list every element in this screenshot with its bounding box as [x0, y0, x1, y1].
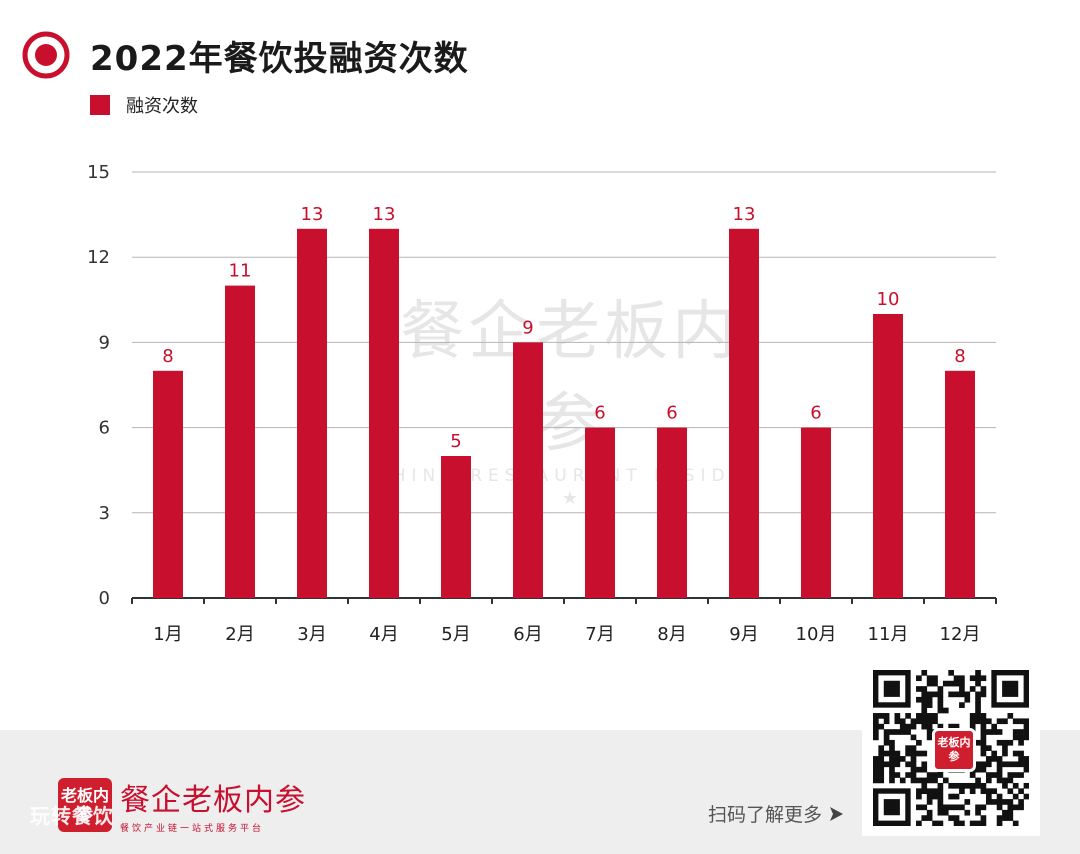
bar [657, 427, 687, 598]
bar [585, 427, 615, 598]
x-tick-label: 2月 [225, 624, 254, 645]
x-tick-label: 5月 [441, 624, 470, 645]
bar-value-label: 5 [450, 431, 461, 452]
brand-logo: 老板内参 [58, 777, 112, 832]
bar [297, 228, 327, 599]
brand-text: 餐企老板内参 餐饮产业链一站式服务平台 [120, 775, 306, 834]
brand: 老板内参 餐企老板内参 餐饮产业链一站式服务平台 [58, 775, 306, 834]
legend-swatch [90, 95, 110, 115]
overlay-text: 玩转餐饮 [30, 804, 114, 828]
bar-chart: 0 3 6 9 12 15 8 1月 11 2月 13 3月 13 4月 5 5月 9 6月 6 7月 6 8月 13 9月 6… [87, 162, 997, 645]
y-tick-label: 9 [99, 332, 110, 353]
qr-code-card[interactable]: 老板内参 [862, 660, 1040, 836]
bar [945, 370, 975, 598]
x-tick-label: 3月 [297, 624, 326, 645]
bar [513, 342, 543, 598]
page-title: 2022年餐饮投融资次数 [90, 38, 469, 79]
bar-value-label: 6 [810, 403, 821, 424]
x-tick-label: 12月 [940, 624, 981, 645]
arrow-right-icon [830, 806, 844, 821]
brand-slogan: 餐饮产业链一站式服务平台 [120, 824, 265, 834]
bar-value-label: 8 [954, 346, 965, 367]
bar [729, 228, 759, 599]
bar-value-label: 13 [373, 204, 396, 225]
y-tick-label: 12 [87, 247, 110, 268]
bar [873, 314, 903, 598]
bar [801, 427, 831, 598]
y-tick-label: 6 [99, 418, 110, 439]
bar [153, 370, 183, 598]
target-icon [22, 31, 70, 79]
y-tick-label: 3 [99, 503, 110, 524]
bar [225, 285, 255, 598]
scan-label: 扫码了解更多 [708, 804, 823, 826]
x-tick-label: 6月 [513, 624, 542, 645]
legend: 融资次数 [90, 92, 198, 118]
bar-value-label: 6 [666, 403, 677, 424]
title-row: 2022年餐饮投融资次数 [22, 30, 469, 80]
y-tick-label: 15 [87, 162, 110, 183]
x-tick-label: 8月 [657, 624, 686, 645]
legend-label: 融资次数 [126, 96, 198, 117]
bar-value-label: 13 [733, 204, 756, 225]
x-tick-label: 11月 [868, 624, 909, 645]
bar-value-label: 9 [522, 317, 533, 338]
bar-value-label: 10 [877, 289, 900, 310]
brand-name: 餐企老板内参 [120, 783, 306, 818]
bar-value-label: 8 [162, 346, 173, 367]
bar-value-label: 11 [229, 261, 252, 282]
x-tick-label: 7月 [585, 624, 614, 645]
qr-logo: 老板内参 [932, 728, 976, 772]
x-tick-label: 9月 [729, 624, 758, 645]
bar [369, 228, 399, 599]
bar [441, 456, 471, 598]
y-tick-label: 0 [99, 588, 110, 609]
bar-value-label: 6 [594, 403, 605, 424]
scan-prompt[interactable]: 扫码了解更多 [708, 800, 844, 827]
x-tick-label: 4月 [369, 624, 398, 645]
x-tick-label: 1月 [153, 624, 182, 645]
bar-value-label: 13 [301, 204, 324, 225]
x-tick-label: 10月 [796, 624, 837, 645]
